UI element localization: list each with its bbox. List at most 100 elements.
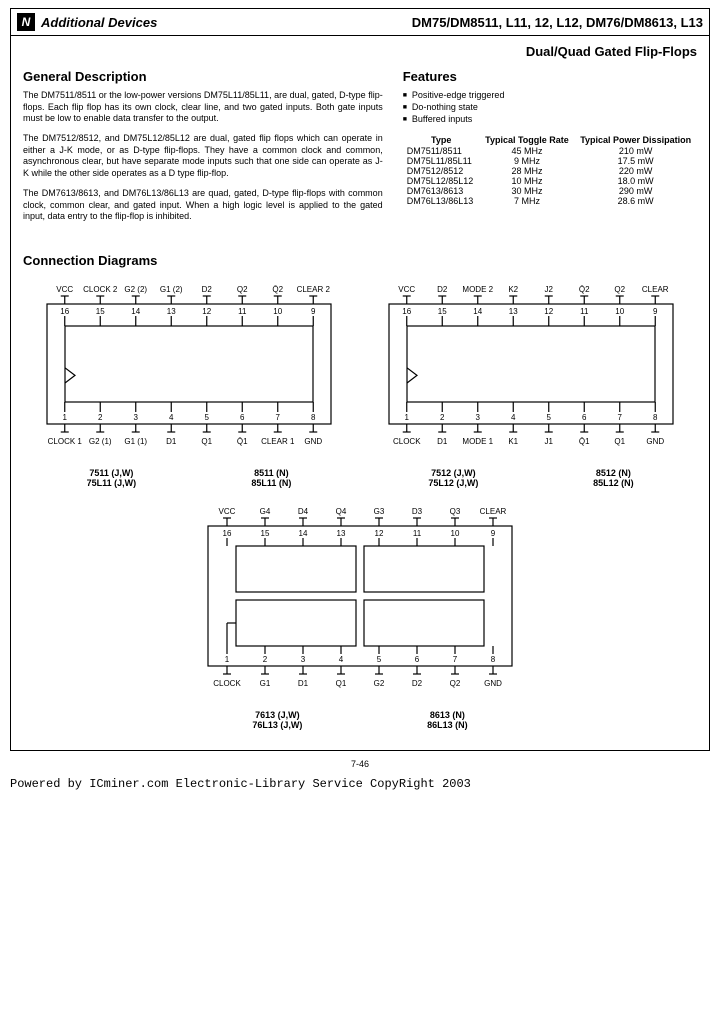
diagrams-section: Connection Diagrams 16VCC15CLOCK 214G2 (… xyxy=(11,241,709,750)
svg-text:VCC: VCC xyxy=(398,285,415,294)
svg-text:7: 7 xyxy=(618,413,623,422)
feature-item: Buffered inputs xyxy=(403,114,697,124)
svg-text:8: 8 xyxy=(653,413,658,422)
svg-text:1: 1 xyxy=(225,655,230,664)
diagram-chip2: 16VCC15D214MODE 213K212J211Q̄210Q29CLEAR… xyxy=(371,274,691,488)
chip3-parts-left: 7613 (J,W) 76L13 (J,W) xyxy=(252,710,302,730)
svg-text:CLEAR 1: CLEAR 1 xyxy=(261,437,295,446)
svg-text:D4: D4 xyxy=(298,507,309,516)
svg-text:5: 5 xyxy=(547,413,552,422)
spec-table: Type Typical Toggle Rate Typical Power D… xyxy=(403,134,697,206)
spec-col-rate: Typical Toggle Rate xyxy=(480,134,575,146)
svg-text:7: 7 xyxy=(453,655,458,664)
chip2-parts-right: 8512 (N) 85L12 (N) xyxy=(593,468,634,488)
svg-text:1: 1 xyxy=(405,413,410,422)
svg-text:CLEAR: CLEAR xyxy=(480,507,507,516)
column-right: Features Positive-edge triggered Do-noth… xyxy=(403,63,697,231)
svg-text:D1: D1 xyxy=(166,437,177,446)
chip3-parts-right: 8613 (N) 86L13 (N) xyxy=(427,710,468,730)
svg-text:G1 (2): G1 (2) xyxy=(160,285,183,294)
svg-text:K1: K1 xyxy=(508,437,518,446)
svg-text:Q2: Q2 xyxy=(237,285,248,294)
svg-text:Q1: Q1 xyxy=(614,437,625,446)
header-row: N Additional Devices DM75/DM8511, L11, 1… xyxy=(11,9,709,36)
diagrams-row-bottom: 16VCC15G414D413Q412G311D310Q39CLEAR1CLOC… xyxy=(23,496,697,730)
svg-text:10: 10 xyxy=(615,307,624,316)
svg-text:16: 16 xyxy=(402,307,411,316)
svg-text:CLEAR 2: CLEAR 2 xyxy=(297,285,331,294)
svg-text:9: 9 xyxy=(311,307,316,316)
svg-text:G2 (2): G2 (2) xyxy=(124,285,147,294)
feature-item: Positive-edge triggered xyxy=(403,90,697,100)
svg-text:K2: K2 xyxy=(508,285,518,294)
svg-text:2: 2 xyxy=(263,655,268,664)
svg-text:G1 (1): G1 (1) xyxy=(124,437,147,446)
footer-text: Powered by ICminer.com Electronic-Librar… xyxy=(0,771,720,811)
svg-text:7: 7 xyxy=(276,413,281,422)
svg-text:11: 11 xyxy=(238,307,247,316)
header-left: Additional Devices xyxy=(41,15,157,30)
svg-text:2: 2 xyxy=(98,413,103,422)
svg-text:9: 9 xyxy=(491,529,496,538)
svg-text:MODE 1: MODE 1 xyxy=(462,437,493,446)
svg-text:15: 15 xyxy=(96,307,105,316)
chip1-parts-right: 8511 (N) 85L11 (N) xyxy=(251,468,291,488)
svg-text:D2: D2 xyxy=(202,285,213,294)
svg-text:Q1: Q1 xyxy=(201,437,212,446)
content-columns: General Description The DM7511/8511 or t… xyxy=(11,63,709,241)
svg-text:CLOCK 1: CLOCK 1 xyxy=(48,437,83,446)
svg-text:Q̄2: Q̄2 xyxy=(272,285,283,294)
svg-text:1: 1 xyxy=(63,413,68,422)
svg-text:GND: GND xyxy=(304,437,322,446)
svg-text:6: 6 xyxy=(240,413,245,422)
svg-text:10: 10 xyxy=(273,307,282,316)
page-frame: N Additional Devices DM75/DM8511, L11, 1… xyxy=(10,8,710,751)
svg-text:VCC: VCC xyxy=(219,507,236,516)
svg-text:12: 12 xyxy=(375,529,384,538)
page-number: 7-46 xyxy=(0,755,720,771)
diagram-chip3: 16VCC15G414D413Q412G311D310Q39CLEAR1CLOC… xyxy=(190,496,530,730)
svg-text:Q̄1: Q̄1 xyxy=(237,437,248,446)
svg-text:13: 13 xyxy=(509,307,518,316)
chip1-svg: 16VCC15CLOCK 214G2 (2)13G1 (2)12D211Q210… xyxy=(29,274,349,464)
chip3-svg: 16VCC15G414D413Q412G311D310Q39CLEAR1CLOC… xyxy=(190,496,530,706)
diagrams-row-top: 16VCC15CLOCK 214G2 (2)13G1 (2)12D211Q210… xyxy=(23,274,697,488)
svg-text:3: 3 xyxy=(476,413,481,422)
svg-text:11: 11 xyxy=(413,529,422,538)
feature-item: Do-nothing state xyxy=(403,102,697,112)
desc-heading: General Description xyxy=(23,69,383,84)
features-heading: Features xyxy=(403,69,697,84)
svg-text:4: 4 xyxy=(339,655,344,664)
svg-text:J1: J1 xyxy=(545,437,554,446)
svg-text:13: 13 xyxy=(167,307,176,316)
svg-text:Q̄1: Q̄1 xyxy=(579,437,590,446)
svg-text:2: 2 xyxy=(440,413,445,422)
chip2-parts-left: 7512 (J,W) 75L12 (J,W) xyxy=(428,468,478,488)
svg-text:5: 5 xyxy=(377,655,382,664)
svg-text:3: 3 xyxy=(301,655,306,664)
desc-p1: The DM7511/8511 or the low-power version… xyxy=(23,90,383,125)
svg-text:CLOCK: CLOCK xyxy=(393,437,421,446)
svg-text:13: 13 xyxy=(337,529,346,538)
svg-text:CLEAR: CLEAR xyxy=(642,285,669,294)
spec-col-type: Type xyxy=(403,134,480,146)
svg-text:G2 (1): G2 (1) xyxy=(89,437,112,446)
logo-icon: N xyxy=(17,13,35,31)
svg-text:12: 12 xyxy=(544,307,553,316)
svg-text:16: 16 xyxy=(223,529,232,538)
svg-text:G3: G3 xyxy=(374,507,385,516)
svg-text:GND: GND xyxy=(484,679,502,688)
subtitle: Dual/Quad Gated Flip-Flops xyxy=(11,36,709,63)
svg-text:6: 6 xyxy=(415,655,420,664)
svg-text:8: 8 xyxy=(491,655,496,664)
svg-text:11: 11 xyxy=(580,307,589,316)
diagram-chip1: 16VCC15CLOCK 214G2 (2)13G1 (2)12D211Q210… xyxy=(29,274,349,488)
svg-text:16: 16 xyxy=(60,307,69,316)
svg-text:J2: J2 xyxy=(545,285,554,294)
column-left: General Description The DM7511/8511 or t… xyxy=(23,63,383,231)
svg-text:12: 12 xyxy=(202,307,211,316)
svg-text:5: 5 xyxy=(205,413,210,422)
svg-text:15: 15 xyxy=(261,529,270,538)
svg-text:4: 4 xyxy=(169,413,174,422)
svg-text:MODE 2: MODE 2 xyxy=(462,285,493,294)
